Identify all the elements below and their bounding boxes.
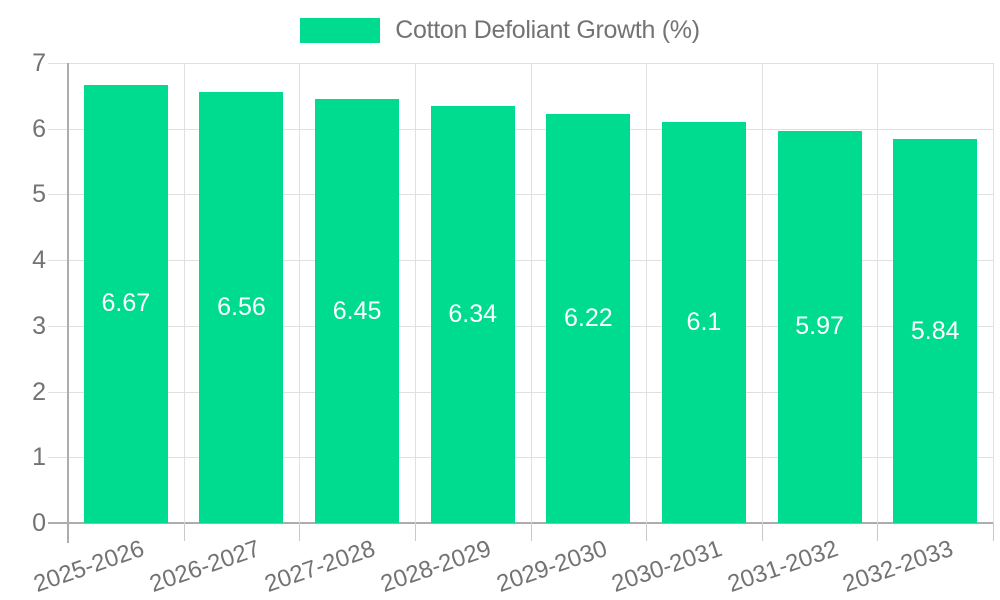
bar-value-label: 6.34 — [448, 300, 498, 329]
bar-2025-2026[interactable]: 6.67 — [83, 84, 168, 523]
y-tick-label: 1 — [32, 443, 46, 472]
bar-2026-2027[interactable]: 6.56 — [199, 91, 284, 523]
y-tick-label: 4 — [32, 246, 46, 275]
x-axis-tick — [993, 523, 994, 541]
x-axis-tick — [761, 523, 763, 541]
gridline-x-1 — [183, 63, 185, 523]
bar-2028-2029[interactable]: 6.34 — [430, 106, 515, 523]
bar-2030-2031[interactable]: 6.1 — [661, 122, 746, 523]
bar-2029-2030[interactable]: 6.22 — [546, 114, 631, 523]
x-axis-tick — [530, 523, 532, 541]
x-axis-tick — [646, 523, 648, 541]
bar-value-label: 6.56 — [217, 292, 266, 321]
gridline-x-6 — [761, 63, 763, 523]
x-axis-tick — [877, 523, 879, 541]
y-axis-line — [67, 63, 69, 543]
bar-value-label: 5.97 — [795, 312, 844, 341]
gridline-x-4 — [530, 63, 532, 523]
legend: Cotton Defoliant Growth (%) — [0, 15, 1000, 45]
gridline-y-7 — [48, 63, 993, 64]
gridline-y-4 — [48, 260, 993, 262]
legend-label: Cotton Defoliant Growth (%) — [395, 15, 700, 44]
x-axis-tick — [414, 523, 416, 541]
y-tick-label: 2 — [32, 377, 46, 406]
x-tick-label: 2026-2027 — [145, 535, 264, 598]
x-tick-label: 2030-2031 — [608, 535, 726, 598]
x-axis-tick — [183, 523, 185, 541]
bar-2032-2033[interactable]: 5.84 — [893, 139, 978, 523]
gridline-x-7 — [877, 63, 879, 523]
y-tick-label: 0 — [32, 509, 46, 537]
x-tick-label: 2031-2032 — [724, 535, 842, 598]
x-tick-label: 2032-2033 — [839, 535, 957, 598]
bar-value-label: 6.45 — [332, 296, 382, 325]
bar-value-label: 5.84 — [910, 316, 960, 345]
x-axis-tick — [299, 523, 301, 541]
bar-2031-2032[interactable]: 5.97 — [777, 130, 862, 523]
x-tick-label: 2029-2030 — [492, 535, 611, 598]
gridline-x-2 — [299, 63, 301, 523]
gridline-y-1 — [48, 457, 993, 459]
x-axis-line — [48, 522, 993, 524]
bar-value-label: 6.22 — [563, 304, 613, 333]
gridline-x-8 — [993, 63, 994, 523]
gridline-y-3 — [48, 325, 993, 327]
gridline-x-5 — [646, 63, 648, 523]
y-tick-label: 7 — [32, 49, 46, 77]
bar-value-label: 6.1 — [686, 308, 722, 337]
y-tick-label: 3 — [32, 311, 46, 340]
x-tick-label: 2027-2028 — [261, 535, 379, 598]
bar-2027-2028[interactable]: 6.45 — [315, 99, 400, 523]
y-tick-label: 5 — [32, 180, 46, 209]
gridline-y-6 — [48, 128, 993, 130]
gridline-x-3 — [414, 63, 416, 523]
gridline-y-2 — [48, 391, 993, 393]
gridline-y-5 — [48, 194, 993, 196]
bar-value-label: 6.67 — [101, 289, 151, 318]
legend-swatch[interactable] — [300, 17, 381, 43]
x-tick-label: 2028-2029 — [377, 535, 495, 598]
y-tick-label: 6 — [32, 114, 46, 143]
x-tick-label: 2025-2026 — [30, 535, 148, 598]
